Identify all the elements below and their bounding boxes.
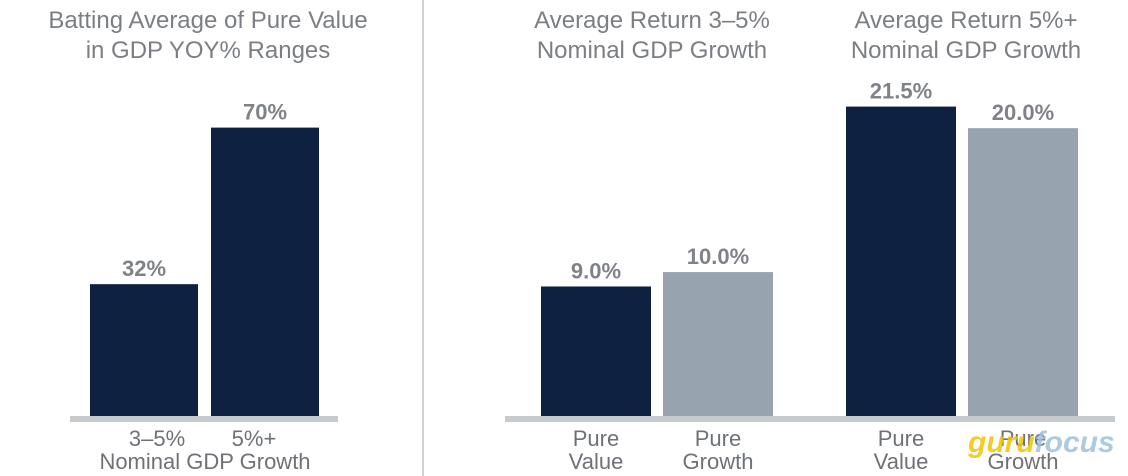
category-label-pure-growth-line-2: Growth	[988, 449, 1059, 474]
chart-title-line-2: Nominal GDP Growth	[537, 37, 767, 64]
chart-return-3-5: Average Return 3–5% Nominal GDP Growth 9…	[534, 7, 773, 416]
watermark-part-2: focus	[1035, 426, 1115, 459]
data-label-2: 20.0%	[992, 100, 1054, 125]
category-label-pure-value-line-2: Value	[874, 449, 929, 474]
bar-2	[211, 127, 319, 416]
category-label-pure-value-line-1: Pure	[878, 426, 924, 451]
chart-title-line-1: Batting Average of Pure Value	[48, 7, 367, 34]
bar-1	[541, 286, 651, 416]
x-axis-baseline	[70, 416, 338, 422]
plot-area: 21.5% 20.0%	[846, 79, 1078, 416]
data-label-2: 70%	[243, 100, 287, 125]
data-label-2: 10.0%	[687, 244, 749, 269]
x-axis-label: Nominal GDP Growth	[99, 449, 310, 474]
bar-1	[90, 284, 198, 416]
bar-1	[846, 106, 956, 416]
category-label-pure-growth-line-2: Growth	[683, 449, 754, 474]
plot-area: 32% 70%	[90, 100, 319, 416]
chart-title-line-1: Average Return 3–5%	[534, 7, 770, 34]
plot-area: 9.0% 10.0%	[541, 244, 773, 416]
category-label-1: 3–5%	[129, 426, 185, 451]
bar-2	[663, 272, 773, 416]
chart-title-line-2: in GDP YOY% Ranges	[86, 37, 331, 64]
category-label-pure-value-line-2: Value	[569, 449, 624, 474]
category-label-2: 5%+	[232, 426, 277, 451]
chart-title-line-2: Nominal GDP Growth	[851, 37, 1081, 64]
category-label-pure-growth-line-1: Pure	[695, 426, 741, 451]
watermark-part-1: guru	[967, 426, 1035, 459]
x-axis-baseline-right	[505, 416, 1115, 422]
category-label-pure-value-line-1: Pure	[573, 426, 619, 451]
chart-return-5-plus: Average Return 5%+ Nominal GDP Growth 21…	[846, 7, 1081, 416]
data-label-1: 32%	[122, 256, 166, 281]
data-label-1: 9.0%	[571, 258, 621, 283]
watermark-logo: gurufocus	[967, 426, 1115, 459]
chart-title-line-1: Average Return 5%+	[854, 7, 1077, 34]
category-label-pure-growth-line-1: Pure	[1000, 426, 1046, 451]
chart-batting-average: Batting Average of Pure Value in GDP YOY…	[48, 7, 367, 474]
bar-2	[968, 128, 1078, 416]
data-label-1: 21.5%	[870, 79, 932, 104]
